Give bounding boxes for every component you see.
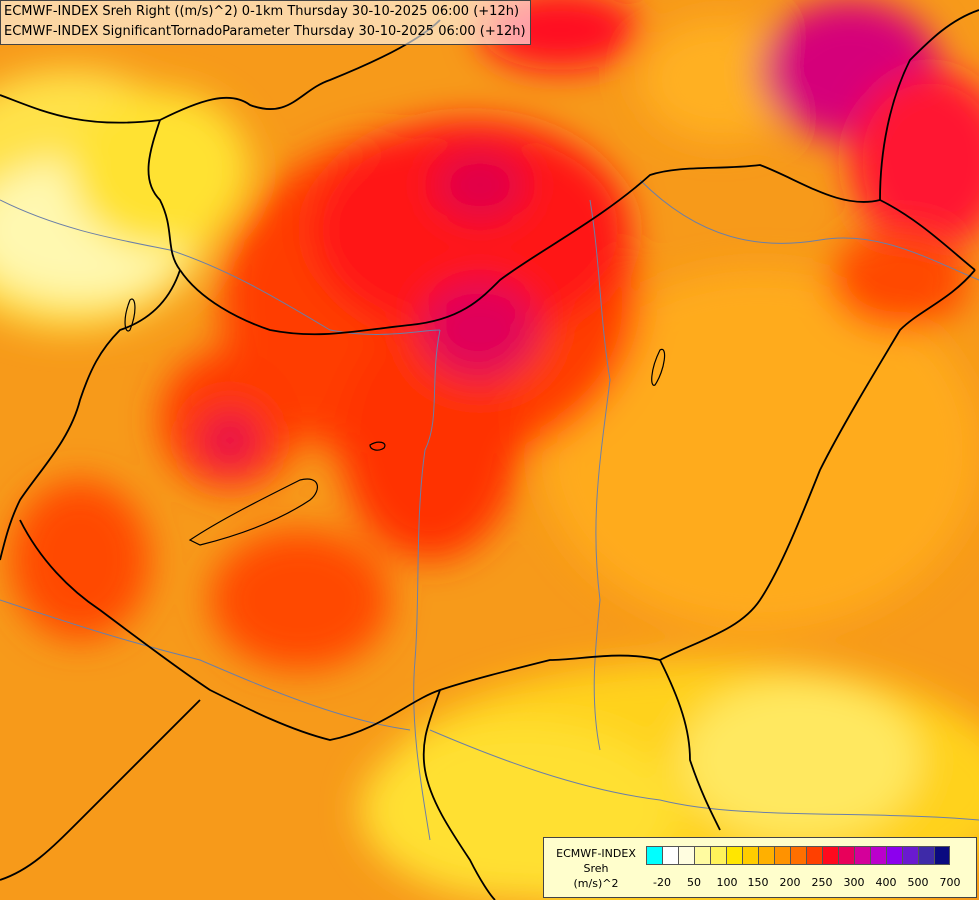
legend-swatch xyxy=(934,846,950,865)
legend-title-model: ECMWF-INDEX xyxy=(556,847,636,860)
legend-swatch xyxy=(806,846,822,865)
legend-swatch xyxy=(726,846,742,865)
legend-swatch xyxy=(758,846,774,865)
title-line-stp: ECMWF-INDEX SignificantTornadoParameter … xyxy=(4,24,526,39)
legend-swatch xyxy=(854,846,870,865)
legend-swatch xyxy=(918,846,934,865)
legend-tick-label: 100 xyxy=(716,876,738,889)
legend-swatch xyxy=(838,846,854,865)
legend-tick-label: -20 xyxy=(653,876,671,889)
legend-tick-label: 300 xyxy=(843,876,865,889)
legend-swatch xyxy=(662,846,678,865)
color-legend: ECMWF-INDEX Sreh (m/s)^2 -20 50 100 150 200 2… xyxy=(543,837,977,898)
legend-tick-label: 400 xyxy=(875,876,897,889)
legend-tick-label: 700 xyxy=(939,876,961,889)
lake-outlines xyxy=(124,298,666,546)
country-borders xyxy=(0,9,979,900)
rivers xyxy=(0,179,979,841)
legend-swatch xyxy=(870,846,886,865)
legend-swatch xyxy=(822,846,838,865)
legend-title-unit: (m/s)^2 xyxy=(573,877,619,890)
legend-tick-label: 500 xyxy=(907,876,929,889)
legend-swatch xyxy=(678,846,694,865)
legend-swatch xyxy=(774,846,790,865)
legend-swatch xyxy=(710,846,726,865)
chart-title-box: ECMWF-INDEX Sreh Right ((m/s)^2) 0-1km T… xyxy=(0,0,531,45)
legend-swatch xyxy=(902,846,918,865)
legend-tick-label: 50 xyxy=(687,876,701,889)
legend-tick-label: 150 xyxy=(747,876,769,889)
legend-tick-label: 250 xyxy=(811,876,833,889)
legend-swatch xyxy=(742,846,758,865)
legend-title: ECMWF-INDEX Sreh (m/s)^2 xyxy=(548,846,644,891)
legend-swatch xyxy=(646,846,662,865)
legend-swatch xyxy=(886,846,902,865)
legend-swatch xyxy=(694,846,710,865)
legend-tick-label: 200 xyxy=(779,876,801,889)
legend-title-variable: Sreh xyxy=(583,862,609,875)
title-line-sreh: ECMWF-INDEX Sreh Right ((m/s)^2) 0-1km T… xyxy=(4,4,520,19)
legend-swatch xyxy=(790,846,806,865)
